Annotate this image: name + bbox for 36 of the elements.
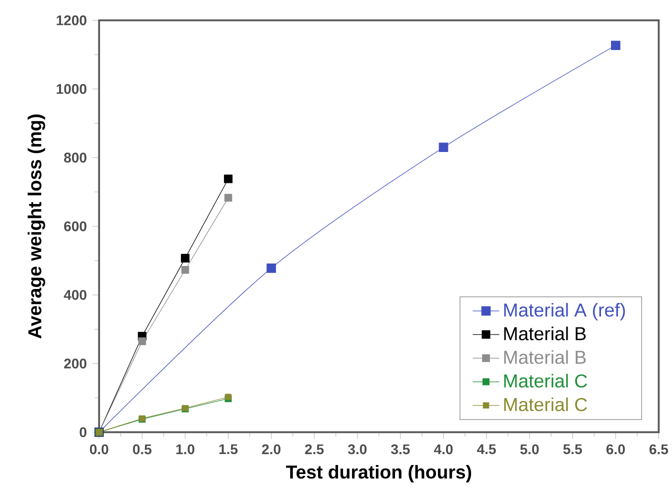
x-tick-label: 0.5	[132, 444, 152, 454]
legend-label: Material C	[504, 397, 587, 412]
x-tick-label: 3.5	[391, 444, 410, 454]
legend-label: Material B	[504, 326, 586, 340]
x-tick-label: 2.0	[262, 444, 280, 454]
x-tick-label: 5.0	[520, 444, 539, 454]
x-tick-label: 6.5	[650, 444, 668, 454]
y-tick-label: 200	[64, 358, 86, 368]
y-tick-label: 600	[64, 221, 86, 232]
y-tick-label: 800	[64, 152, 86, 162]
point	[181, 266, 190, 274]
x-tick-label: 4.0	[434, 444, 453, 454]
point	[438, 142, 448, 152]
point	[611, 40, 620, 50]
x-tick-label: 6.0	[606, 444, 625, 454]
point	[138, 337, 146, 346]
point	[224, 174, 233, 184]
x-tick-label: 1.5	[219, 444, 238, 454]
y-tick-label: 400	[64, 290, 86, 300]
x-tick-label: 2.5	[305, 444, 324, 454]
x-axis-title: Test duration (hours)	[286, 464, 472, 482]
y-tick-label: 1000	[56, 84, 86, 94]
legend-label: Material A (ref)	[504, 302, 625, 320]
x-tick-label: 4.5	[477, 444, 496, 454]
point	[224, 194, 232, 202]
point	[180, 254, 190, 262]
y-tick-label: 0	[80, 427, 86, 438]
x-tick-label: 3.0	[348, 444, 367, 454]
x-tick-label: 5.5	[563, 444, 582, 454]
y-tick-label: 1200	[56, 15, 86, 26]
x-tick-label: 1.0	[176, 444, 194, 454]
y-axis-title: Average weight loss (mg)	[28, 114, 46, 338]
legend-label: Material B	[504, 350, 586, 364]
legend-label: Material C	[504, 374, 587, 388]
point	[266, 263, 276, 273]
x-tick-label: 0.0	[90, 444, 108, 454]
